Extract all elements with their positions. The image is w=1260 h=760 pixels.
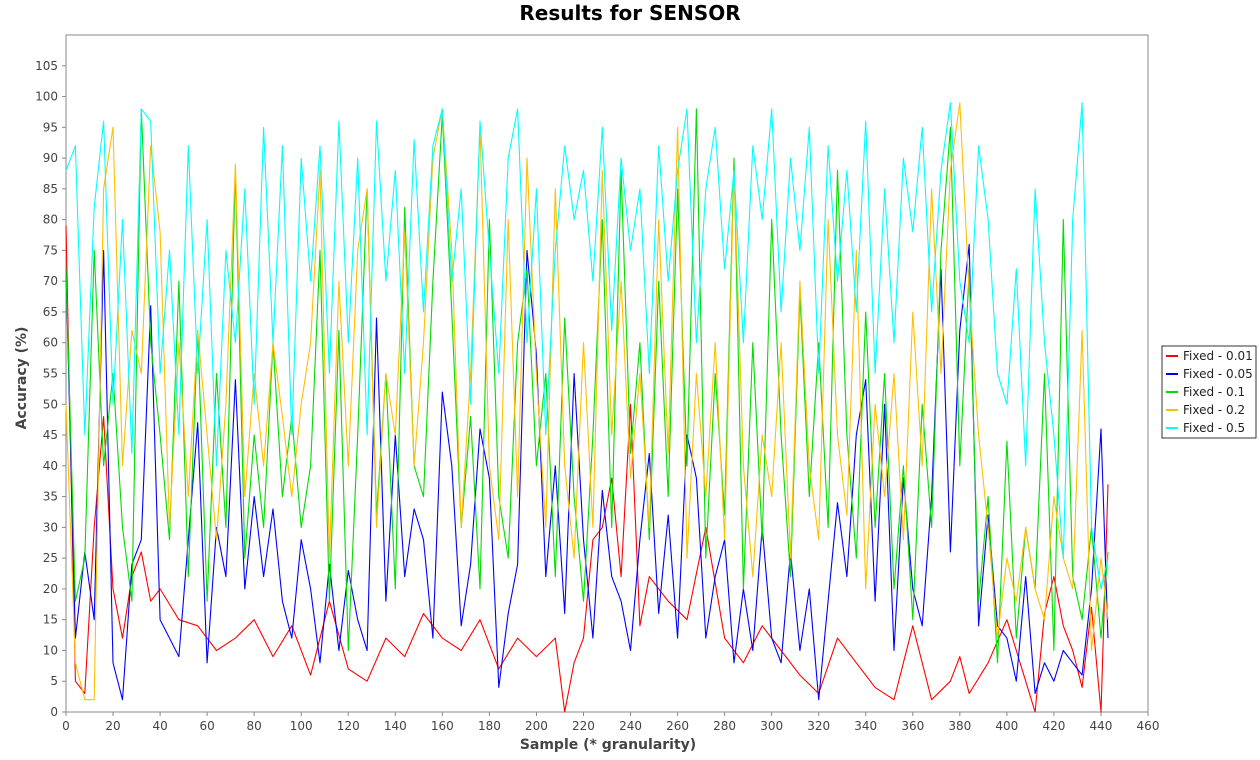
x-tick-label: 120 xyxy=(337,719,360,733)
y-tick-label: 80 xyxy=(43,213,58,227)
y-tick-label: 25 xyxy=(43,551,58,565)
y-tick-label: 85 xyxy=(43,182,58,196)
legend-label: Fixed - 0.05 xyxy=(1183,367,1253,381)
x-tick-label: 0 xyxy=(62,719,70,733)
series-line-fixed-0-5 xyxy=(65,102,1109,590)
y-tick-label: 95 xyxy=(43,120,58,134)
x-tick-label: 260 xyxy=(666,719,689,733)
x-tick-label: 460 xyxy=(1137,719,1160,733)
series-lines xyxy=(65,102,1109,713)
legend-label: Fixed - 0.2 xyxy=(1183,403,1245,417)
x-tick-label: 60 xyxy=(199,719,214,733)
legend-label: Fixed - 0.1 xyxy=(1183,385,1245,399)
y-tick-label: 30 xyxy=(43,520,58,534)
x-tick-label: 240 xyxy=(619,719,642,733)
series-line-fixed-0-2 xyxy=(65,102,1109,701)
x-tick-label: 100 xyxy=(290,719,313,733)
chart-title: Results for SENSOR xyxy=(519,1,740,25)
y-axis: 0 5 10 15 20 25 30 35 40 45 50 55 60 65 70 75 80 85 90 95 10… xyxy=(35,59,66,719)
y-tick-label: 75 xyxy=(43,243,58,257)
x-tick-label: 160 xyxy=(431,719,454,733)
series-line-fixed-0-1 xyxy=(65,108,1109,664)
x-tick-label: 320 xyxy=(807,719,830,733)
y-tick-label: 55 xyxy=(43,367,58,381)
y-tick-label: 70 xyxy=(43,274,58,288)
x-tick-label: 200 xyxy=(525,719,548,733)
y-tick-label: 35 xyxy=(43,490,58,504)
y-tick-label: 10 xyxy=(43,643,58,657)
x-tick-label: 380 xyxy=(948,719,971,733)
y-axis-label: Accuracy (%) xyxy=(14,327,30,430)
x-axis: 0 20 40 60 80 100 120 140 160 180 200 220 240 260 280 3… xyxy=(62,712,1159,733)
x-tick-label: 180 xyxy=(478,719,501,733)
x-tick-label: 280 xyxy=(713,719,736,733)
x-tick-label: 340 xyxy=(854,719,877,733)
x-tick-label: 420 xyxy=(1042,719,1065,733)
y-tick-label: 5 xyxy=(50,674,58,688)
y-tick-label: 90 xyxy=(43,151,58,165)
y-tick-label: 45 xyxy=(43,428,58,442)
x-tick-label: 440 xyxy=(1090,719,1113,733)
x-tick-label: 140 xyxy=(384,719,407,733)
y-tick-label: 65 xyxy=(43,305,58,319)
y-tick-label: 20 xyxy=(43,582,58,596)
x-tick-label: 80 xyxy=(247,719,262,733)
y-tick-label: 0 xyxy=(50,705,58,719)
legend-label: Fixed - 0.5 xyxy=(1183,421,1245,435)
y-tick-label: 60 xyxy=(43,336,58,350)
x-tick-label: 360 xyxy=(901,719,924,733)
x-tick-label: 400 xyxy=(995,719,1018,733)
legend-label: Fixed - 0.01 xyxy=(1183,349,1253,363)
y-tick-label: 15 xyxy=(43,613,58,627)
x-axis-label: Sample (* granularity) xyxy=(520,737,696,753)
x-tick-label: 40 xyxy=(152,719,167,733)
x-tick-label: 300 xyxy=(760,719,783,733)
x-tick-label: 20 xyxy=(105,719,120,733)
y-tick-label: 50 xyxy=(43,397,58,411)
y-tick-label: 105 xyxy=(35,59,58,73)
y-tick-label: 100 xyxy=(35,90,58,104)
series-line-fixed-0-01 xyxy=(65,225,1109,713)
legend: Fixed - 0.01 Fixed - 0.05 Fixed - 0.1 Fixed… xyxy=(1161,345,1257,439)
y-tick-label: 40 xyxy=(43,459,58,473)
x-tick-label: 220 xyxy=(572,719,595,733)
